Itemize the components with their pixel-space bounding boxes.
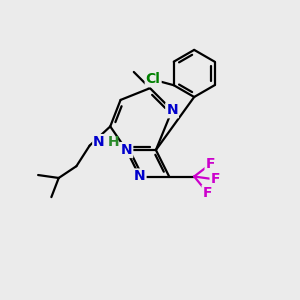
Text: N: N	[166, 103, 178, 117]
Text: F: F	[211, 172, 220, 186]
Text: F: F	[206, 157, 215, 171]
Text: H: H	[107, 135, 119, 149]
Text: N: N	[93, 135, 105, 149]
Text: Cl: Cl	[146, 72, 160, 86]
Text: N: N	[134, 169, 146, 184]
Text: N: N	[121, 143, 132, 157]
Text: F: F	[203, 186, 212, 200]
